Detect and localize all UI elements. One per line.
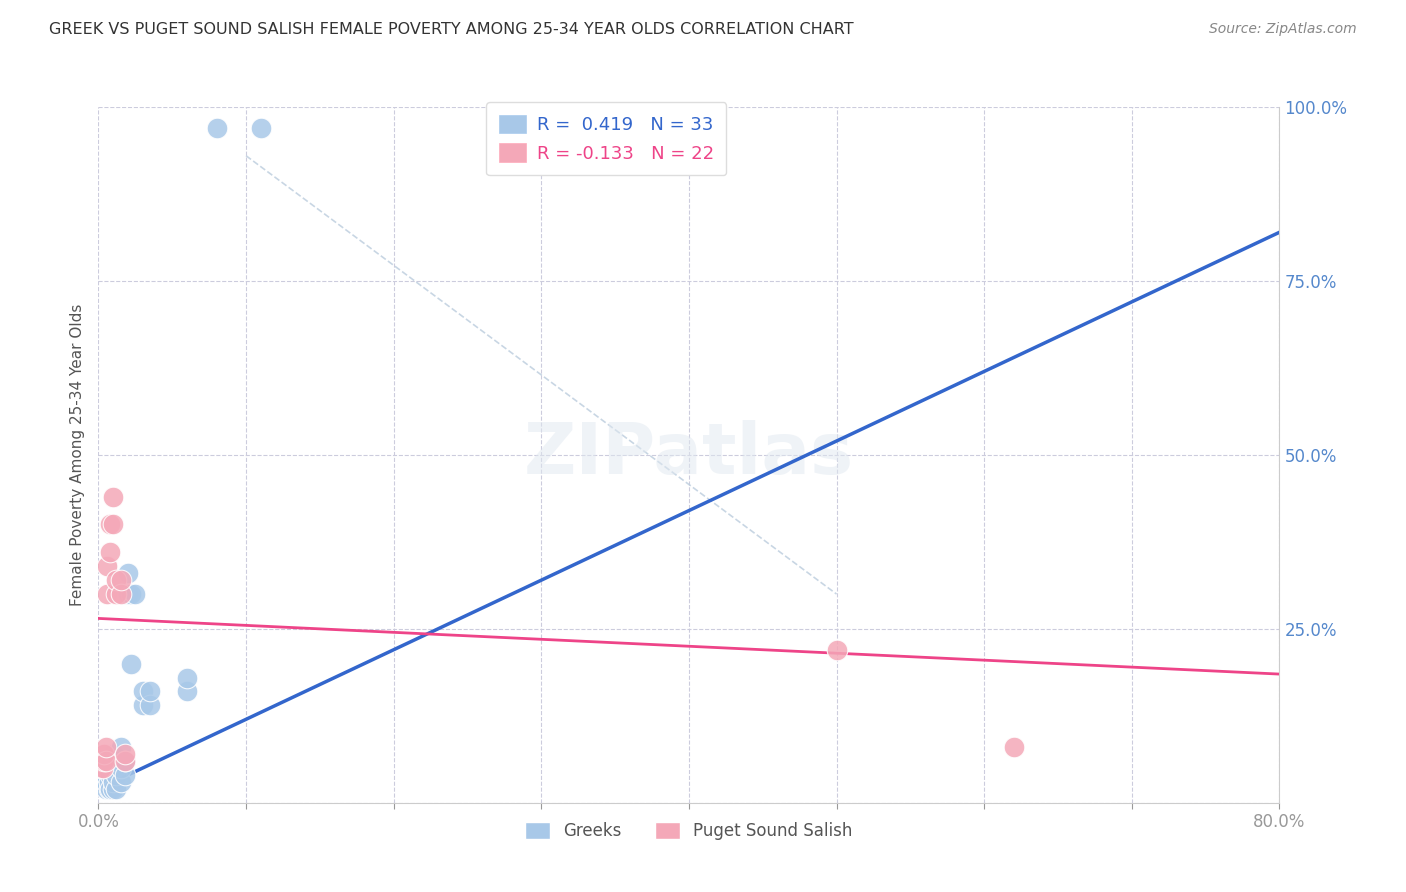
Point xyxy=(114,754,136,768)
Point xyxy=(139,684,162,698)
Point xyxy=(132,684,155,698)
Point xyxy=(117,566,139,581)
Point xyxy=(120,657,142,671)
Point xyxy=(117,587,139,601)
Point xyxy=(132,698,155,713)
Point xyxy=(205,120,228,135)
Text: GREEK VS PUGET SOUND SALISH FEMALE POVERTY AMONG 25-34 YEAR OLDS CORRELATION CHA: GREEK VS PUGET SOUND SALISH FEMALE POVER… xyxy=(49,22,853,37)
Point xyxy=(825,642,848,657)
Point xyxy=(103,517,125,532)
Point xyxy=(98,781,121,796)
Point xyxy=(98,517,121,532)
Point xyxy=(94,768,117,782)
Point xyxy=(98,768,121,782)
Point xyxy=(110,761,132,775)
Point xyxy=(91,761,114,775)
Point xyxy=(110,573,132,587)
Point xyxy=(90,754,112,768)
Point xyxy=(93,754,115,768)
Point xyxy=(124,587,146,601)
Legend: Greeks, Puget Sound Salish: Greeks, Puget Sound Salish xyxy=(519,815,859,847)
Point xyxy=(105,768,128,782)
Point xyxy=(103,775,125,789)
Point xyxy=(110,775,132,789)
Point xyxy=(103,747,125,761)
Point xyxy=(176,671,198,685)
Text: Source: ZipAtlas.com: Source: ZipAtlas.com xyxy=(1209,22,1357,37)
Point xyxy=(97,781,120,796)
Point xyxy=(90,761,112,775)
Y-axis label: Female Poverty Among 25-34 Year Olds: Female Poverty Among 25-34 Year Olds xyxy=(69,304,84,606)
Point xyxy=(96,559,118,574)
Point xyxy=(105,754,128,768)
Point xyxy=(97,761,120,775)
Point xyxy=(97,775,120,789)
Point xyxy=(94,740,117,755)
Point xyxy=(250,120,273,135)
Point xyxy=(110,587,132,601)
Point xyxy=(94,754,117,768)
Point xyxy=(103,781,125,796)
Point xyxy=(103,761,125,775)
Point xyxy=(93,747,115,761)
Point xyxy=(110,740,132,755)
Point xyxy=(94,781,117,796)
Point xyxy=(96,587,118,601)
Point xyxy=(103,490,125,504)
Point xyxy=(94,775,117,789)
Point xyxy=(139,698,162,713)
Point xyxy=(105,781,128,796)
Point xyxy=(105,573,128,587)
Text: ZIPatlas: ZIPatlas xyxy=(524,420,853,490)
Point xyxy=(120,587,142,601)
Point xyxy=(114,747,136,761)
Point xyxy=(98,545,121,559)
Point xyxy=(105,587,128,601)
Point xyxy=(114,768,136,782)
Point xyxy=(114,754,136,768)
Point xyxy=(1002,740,1025,755)
Point xyxy=(176,684,198,698)
Point xyxy=(91,747,114,761)
